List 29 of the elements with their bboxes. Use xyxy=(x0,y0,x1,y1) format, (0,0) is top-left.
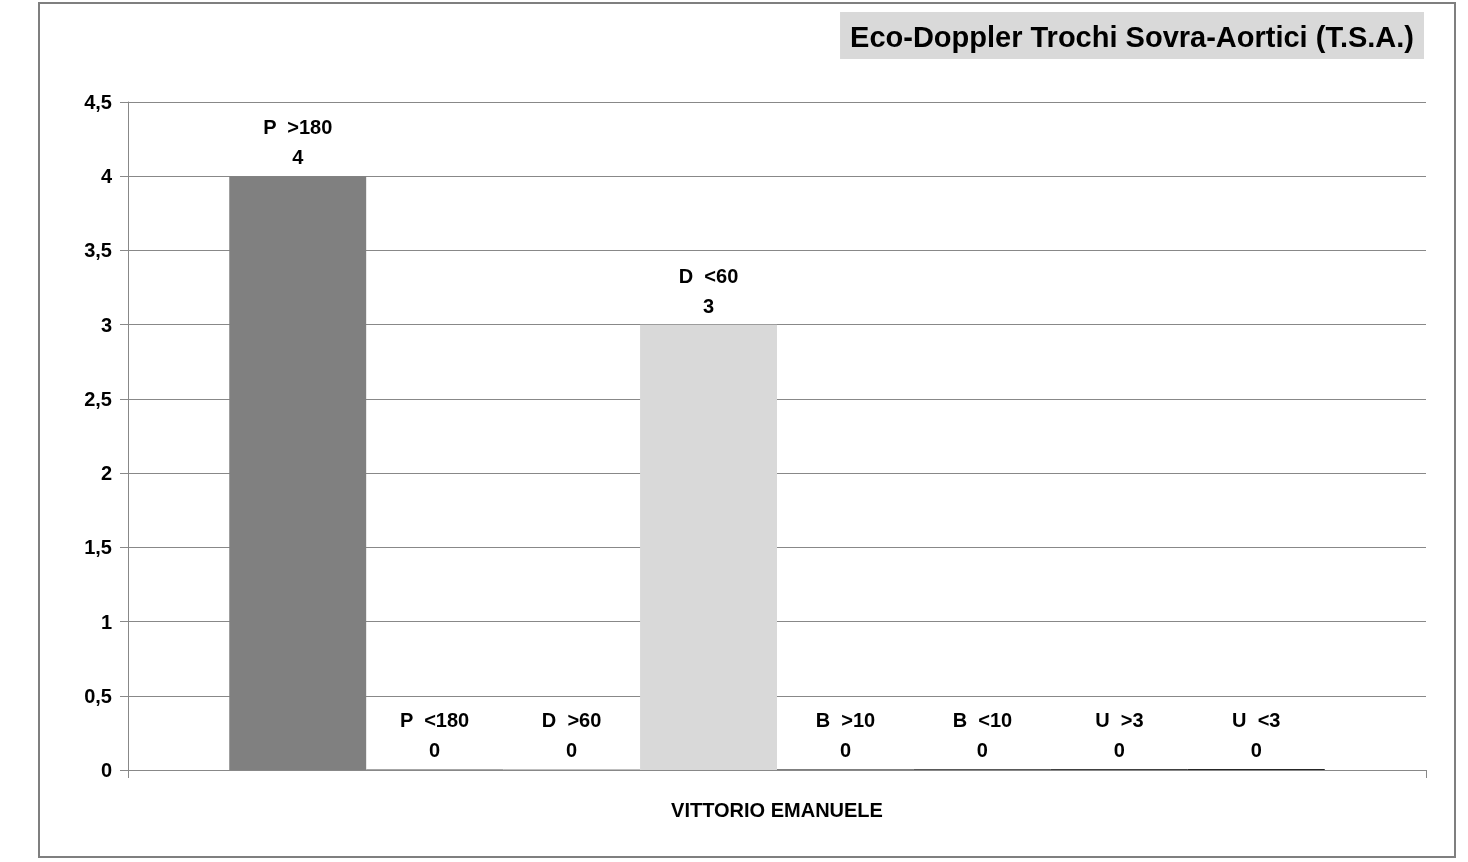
y-tick-label: 4 xyxy=(100,165,113,188)
y-tick-label: 1,5 xyxy=(84,536,112,559)
bar xyxy=(640,324,777,770)
y-tick-label: 0 xyxy=(100,759,112,781)
series-label: U <3 xyxy=(1232,709,1281,731)
data-label: 0 xyxy=(429,739,441,761)
series-label: D >60 xyxy=(541,709,602,731)
series-label: D <60 xyxy=(678,264,739,287)
y-tick-label: 3 xyxy=(100,313,112,336)
data-label: 0 xyxy=(566,739,578,761)
y-tick-label: 4,5 xyxy=(84,91,112,113)
chart-title: Eco-Doppler Trochi Sovra-Aortici (T.S.A.) xyxy=(850,20,1415,53)
data-label: 4 xyxy=(292,146,305,169)
data-label: 0 xyxy=(976,739,988,761)
y-tick-label: 2,5 xyxy=(84,387,112,410)
y-tick-label: 1 xyxy=(100,610,112,633)
series-label: B >10 xyxy=(815,709,876,731)
data-label: 0 xyxy=(839,739,852,761)
x-tick-label: VITTORIO EMANUELE xyxy=(671,799,883,821)
y-tick-label: 3,5 xyxy=(84,239,112,262)
series-label: P <180 xyxy=(400,709,470,731)
series-label: U >3 xyxy=(1095,709,1144,731)
data-label: 0 xyxy=(1250,739,1262,761)
y-tick-label: 0,5 xyxy=(84,684,112,707)
data-label: 0 xyxy=(1113,739,1125,761)
series-label: B <10 xyxy=(952,709,1013,731)
data-label: 3 xyxy=(702,294,715,317)
y-tick-label: 2 xyxy=(100,462,112,485)
series-label: P >180 xyxy=(263,116,333,139)
